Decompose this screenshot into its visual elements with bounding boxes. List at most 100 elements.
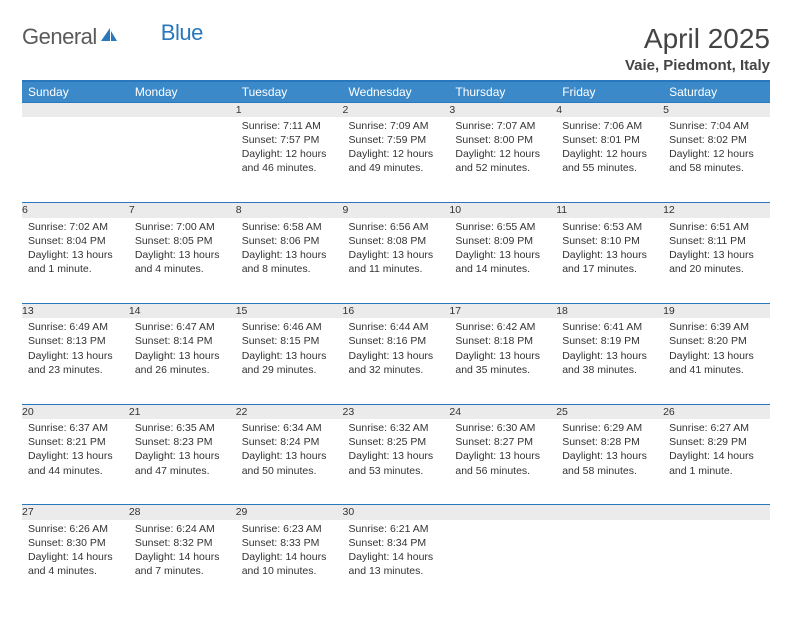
daylight-text: Daylight: 13 hours and 23 minutes. [28,349,123,377]
daylight-text: Daylight: 13 hours and 38 minutes. [562,349,657,377]
title-block: April 2025 Vaie, Piedmont, Italy [625,24,770,74]
daylight-text: Daylight: 14 hours and 13 minutes. [349,550,444,578]
day-cell [22,117,129,203]
day-number: 23 [343,404,450,419]
sunset-text: Sunset: 8:16 PM [349,334,444,348]
day-number: 15 [236,304,343,319]
sunrise-text: Sunrise: 6:58 AM [242,220,337,234]
day-cell: Sunrise: 6:21 AMSunset: 8:34 PMDaylight:… [343,520,450,606]
day-cell: Sunrise: 6:35 AMSunset: 8:23 PMDaylight:… [129,419,236,505]
day-cell: Sunrise: 6:24 AMSunset: 8:32 PMDaylight:… [129,520,236,606]
daylight-text: Daylight: 14 hours and 1 minute. [669,449,764,477]
sunrise-text: Sunrise: 6:41 AM [562,320,657,334]
daynum-row: 12345 [22,102,770,117]
week-row: Sunrise: 6:49 AMSunset: 8:13 PMDaylight:… [22,318,770,404]
day-cell: Sunrise: 6:37 AMSunset: 8:21 PMDaylight:… [22,419,129,505]
day-number: 4 [556,102,663,117]
day-number [129,102,236,117]
day-number: 22 [236,404,343,419]
sunrise-text: Sunrise: 6:37 AM [28,421,123,435]
daynum-row: 13141516171819 [22,304,770,319]
daylight-text: Daylight: 13 hours and 41 minutes. [669,349,764,377]
daylight-text: Daylight: 13 hours and 58 minutes. [562,449,657,477]
daylight-text: Daylight: 13 hours and 53 minutes. [349,449,444,477]
day-number: 18 [556,304,663,319]
day-number: 2 [343,102,450,117]
sunrise-text: Sunrise: 6:55 AM [455,220,550,234]
daylight-text: Daylight: 13 hours and 8 minutes. [242,248,337,276]
sunset-text: Sunset: 8:32 PM [135,536,230,550]
daynum-row: 27282930 [22,505,770,520]
sunset-text: Sunset: 8:05 PM [135,234,230,248]
day-number: 7 [129,203,236,218]
sunrise-text: Sunrise: 7:09 AM [349,119,444,133]
day-cell: Sunrise: 6:55 AMSunset: 8:09 PMDaylight:… [449,218,556,304]
day-number: 21 [129,404,236,419]
day-number: 25 [556,404,663,419]
day-cell: Sunrise: 6:49 AMSunset: 8:13 PMDaylight:… [22,318,129,404]
daylight-text: Daylight: 13 hours and 50 minutes. [242,449,337,477]
daylight-text: Daylight: 13 hours and 26 minutes. [135,349,230,377]
sunset-text: Sunset: 8:00 PM [455,133,550,147]
page: General Blue April 2025 Vaie, Piedmont, … [0,0,792,626]
sunrise-text: Sunrise: 6:24 AM [135,522,230,536]
day-cell: Sunrise: 6:46 AMSunset: 8:15 PMDaylight:… [236,318,343,404]
day-cell: Sunrise: 6:39 AMSunset: 8:20 PMDaylight:… [663,318,770,404]
sail-icon [99,24,119,50]
day-header-row: SundayMondayTuesdayWednesdayThursdayFrid… [22,81,770,103]
day-cell [663,520,770,606]
daylight-text: Daylight: 12 hours and 55 minutes. [562,147,657,175]
sunset-text: Sunset: 8:27 PM [455,435,550,449]
day-cell: Sunrise: 6:41 AMSunset: 8:19 PMDaylight:… [556,318,663,404]
day-cell: Sunrise: 6:32 AMSunset: 8:25 PMDaylight:… [343,419,450,505]
daylight-text: Daylight: 13 hours and 32 minutes. [349,349,444,377]
sunrise-text: Sunrise: 7:06 AM [562,119,657,133]
day-number: 12 [663,203,770,218]
day-number: 11 [556,203,663,218]
sunset-text: Sunset: 8:14 PM [135,334,230,348]
week-row: Sunrise: 6:26 AMSunset: 8:30 PMDaylight:… [22,520,770,606]
daylight-text: Daylight: 12 hours and 58 minutes. [669,147,764,175]
sunset-text: Sunset: 8:15 PM [242,334,337,348]
day-number: 9 [343,203,450,218]
day-number: 26 [663,404,770,419]
sunset-text: Sunset: 8:33 PM [242,536,337,550]
day-cell: Sunrise: 6:34 AMSunset: 8:24 PMDaylight:… [236,419,343,505]
day-cell: Sunrise: 6:58 AMSunset: 8:06 PMDaylight:… [236,218,343,304]
day-number: 24 [449,404,556,419]
day-cell: Sunrise: 7:00 AMSunset: 8:05 PMDaylight:… [129,218,236,304]
daylight-text: Daylight: 12 hours and 52 minutes. [455,147,550,175]
brand-part2: Blue [161,20,203,46]
sunrise-text: Sunrise: 6:32 AM [349,421,444,435]
day-number: 27 [22,505,129,520]
daylight-text: Daylight: 13 hours and 11 minutes. [349,248,444,276]
sunset-text: Sunset: 8:28 PM [562,435,657,449]
day-cell: Sunrise: 6:56 AMSunset: 8:08 PMDaylight:… [343,218,450,304]
day-cell: Sunrise: 7:06 AMSunset: 8:01 PMDaylight:… [556,117,663,203]
day-number [663,505,770,520]
sunset-text: Sunset: 8:30 PM [28,536,123,550]
sunset-text: Sunset: 8:19 PM [562,334,657,348]
day-number [449,505,556,520]
day-cell [556,520,663,606]
daylight-text: Daylight: 13 hours and 47 minutes. [135,449,230,477]
daylight-text: Daylight: 13 hours and 20 minutes. [669,248,764,276]
sunset-text: Sunset: 8:21 PM [28,435,123,449]
day-cell: Sunrise: 6:29 AMSunset: 8:28 PMDaylight:… [556,419,663,505]
daylight-text: Daylight: 13 hours and 35 minutes. [455,349,550,377]
day-header: Thursday [449,81,556,103]
sunrise-text: Sunrise: 6:39 AM [669,320,764,334]
day-cell: Sunrise: 6:47 AMSunset: 8:14 PMDaylight:… [129,318,236,404]
day-number: 3 [449,102,556,117]
daylight-text: Daylight: 13 hours and 1 minute. [28,248,123,276]
daylight-text: Daylight: 13 hours and 17 minutes. [562,248,657,276]
sunset-text: Sunset: 8:18 PM [455,334,550,348]
daynum-row: 6789101112 [22,203,770,218]
day-number: 13 [22,304,129,319]
sunrise-text: Sunrise: 6:42 AM [455,320,550,334]
day-cell: Sunrise: 6:30 AMSunset: 8:27 PMDaylight:… [449,419,556,505]
day-number: 30 [343,505,450,520]
sunset-text: Sunset: 8:06 PM [242,234,337,248]
sunset-text: Sunset: 8:04 PM [28,234,123,248]
sunrise-text: Sunrise: 6:53 AM [562,220,657,234]
